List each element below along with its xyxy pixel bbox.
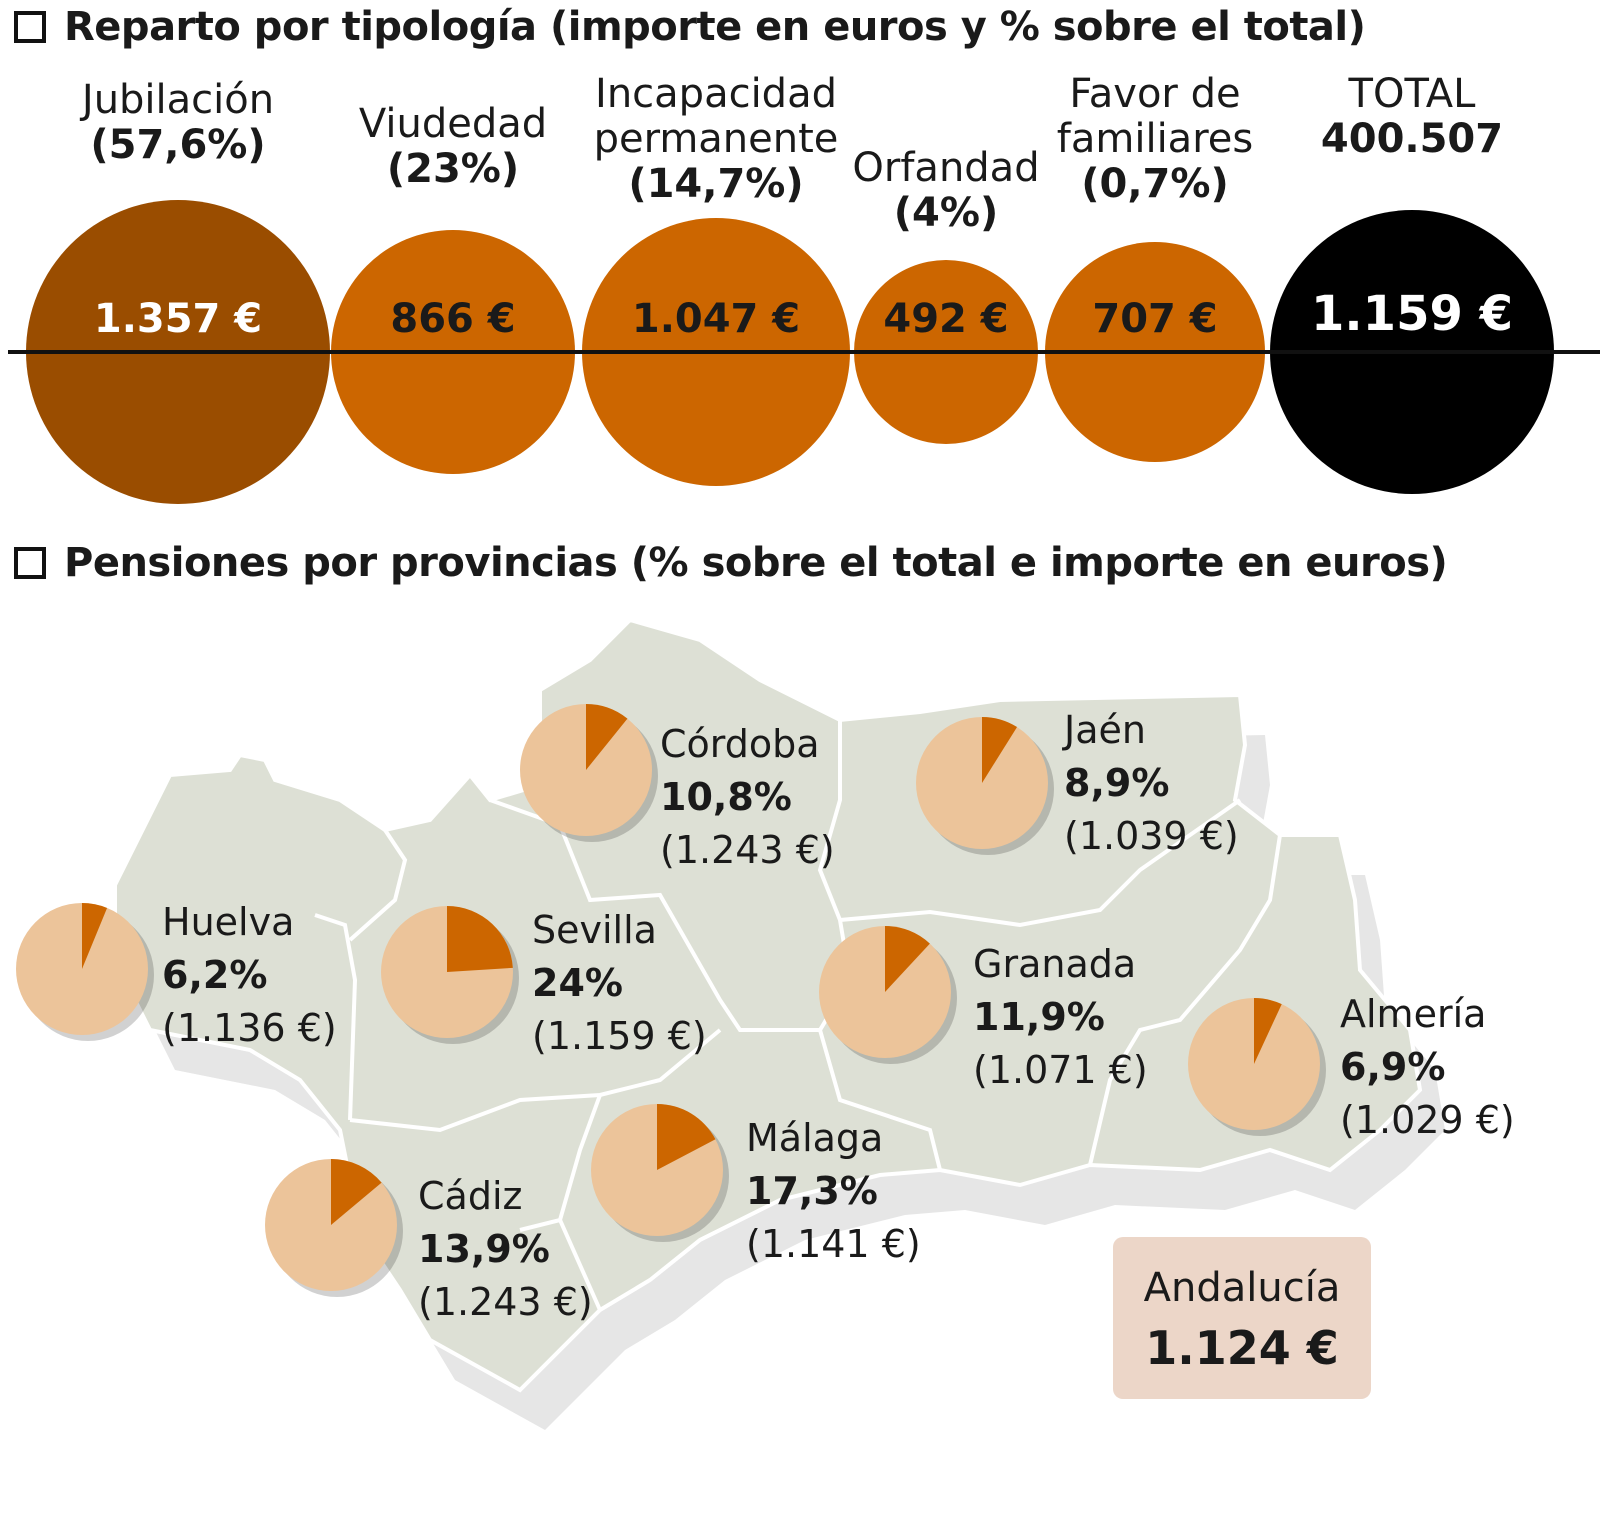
province-pct: 6,9% <box>1340 1045 1446 1089</box>
province-amount: (1.136 €) <box>162 1006 337 1050</box>
pie-slice-Almería <box>1254 998 1282 1064</box>
province-name: Sevilla <box>532 908 657 952</box>
pie-slice-Málaga <box>657 1104 716 1170</box>
province-pct: 11,9% <box>973 995 1105 1039</box>
pie-slice-Córdoba <box>586 704 628 770</box>
pie-slice-Granada <box>885 925 930 992</box>
bubble-amount-label: 1.357 € <box>94 296 262 342</box>
category-name: Jubilación <box>81 77 275 123</box>
summary-name: Andalucía <box>1143 1265 1341 1311</box>
bubble-amount-label: 707 € <box>1092 296 1217 342</box>
category-name: Viudedad <box>358 101 548 147</box>
andalucia-map <box>113 617 1423 1393</box>
province-amount: (1.029 €) <box>1340 1098 1515 1142</box>
bubble-amount-label: 1.159 € <box>1311 286 1513 342</box>
province-pct: 10,8% <box>660 775 792 819</box>
province-name: Málaga <box>746 1116 884 1160</box>
province-name: Córdoba <box>660 722 820 766</box>
section-title-provincias: Pensiones por provincias (% sobre el tot… <box>14 540 1448 586</box>
province-name: Granada <box>973 942 1137 986</box>
province-label: Jaén 8,9% (1.039 €) <box>1064 704 1239 863</box>
province-amount: (1.159 €) <box>532 1014 707 1058</box>
pie-slice-Cádiz <box>331 1159 382 1225</box>
bubble-category-label: Incapacidad permanente (14,7%) <box>594 72 839 207</box>
province-pct: 6,2% <box>162 953 268 997</box>
province-border <box>314 913 358 1121</box>
bubble-category-label: Favor de familiares (0,7%) <box>1057 72 1253 207</box>
pie-slice-Jaén <box>982 717 1018 783</box>
province-label: Granada 11,9% (1.071 €) <box>973 938 1148 1097</box>
province-name: Huelva <box>162 900 295 944</box>
province-border <box>348 828 408 942</box>
pie-slice-Huelva <box>82 903 108 969</box>
province-amount: (1.243 €) <box>418 1280 593 1324</box>
province-label: Sevilla 24% (1.159 €) <box>532 904 707 1063</box>
province-border <box>839 798 1242 928</box>
province-pct: 8,9% <box>1064 761 1170 805</box>
province-border <box>818 1029 942 1171</box>
province-label: Almería 6,9% (1.029 €) <box>1340 988 1515 1147</box>
category-name: Favor de <box>1069 71 1241 117</box>
bubble-amount-label: 1.047 € <box>632 296 800 342</box>
category-name: familiares <box>1056 116 1254 162</box>
square-bullet-icon <box>14 11 46 43</box>
category-name: Incapacidad <box>595 71 837 117</box>
andalucia-summary-box: Andalucía 1.124 € <box>1113 1237 1371 1399</box>
category-pct: (14,7%) <box>628 161 804 207</box>
province-name: Cádiz <box>418 1174 523 1218</box>
province-pct: 13,9% <box>418 1227 550 1271</box>
pie-slice-Sevilla <box>447 906 513 972</box>
province-amount: (1.071 €) <box>973 1048 1148 1092</box>
bubble-category-label: Orfandad (4%) <box>852 146 1039 236</box>
total-count: 400.507 <box>1320 116 1504 162</box>
bubble-category-label: Viudedad (23%) <box>359 102 547 192</box>
section-title-tipologia: Reparto por tipología (importe en euros … <box>14 4 1366 50</box>
province-label: Cádiz 13,9% (1.243 €) <box>418 1170 593 1329</box>
province-border <box>1088 834 1282 1166</box>
province-pct: 17,3% <box>746 1169 878 1213</box>
province-amount: (1.141 €) <box>746 1222 921 1266</box>
category-pct: (57,6%) <box>90 122 266 168</box>
category-name: TOTAL <box>1348 71 1476 117</box>
province-border <box>349 1028 722 1133</box>
province-border <box>558 1094 602 1221</box>
category-name: Orfandad <box>852 145 1040 191</box>
bubble-category-label: TOTAL 400.507 <box>1321 72 1503 162</box>
bubble-amount-label: 866 € <box>390 296 515 342</box>
category-name: permanente <box>593 116 839 162</box>
province-amount: (1.039 €) <box>1064 814 1239 858</box>
province-label: Huelva 6,2% (1.136 €) <box>162 896 337 1055</box>
category-pct: (4%) <box>893 190 999 236</box>
province-pct: 24% <box>532 961 623 1005</box>
category-pct: (0,7%) <box>1081 161 1229 207</box>
square-bullet-icon <box>14 547 46 579</box>
province-border <box>489 720 853 1032</box>
summary-amount: 1.124 € <box>1145 1321 1339 1375</box>
province-name: Almería <box>1340 992 1487 1036</box>
bubble-amount-label: 492 € <box>883 296 1008 342</box>
category-pct: (23%) <box>386 146 520 192</box>
province-label: Málaga 17,3% (1.141 €) <box>746 1112 921 1271</box>
bubble-category-label: Jubilación (57,6%) <box>82 78 274 168</box>
province-name: Jaén <box>1064 708 1146 752</box>
province-label: Córdoba 10,8% (1.243 €) <box>660 718 835 877</box>
province-amount: (1.243 €) <box>660 828 835 872</box>
